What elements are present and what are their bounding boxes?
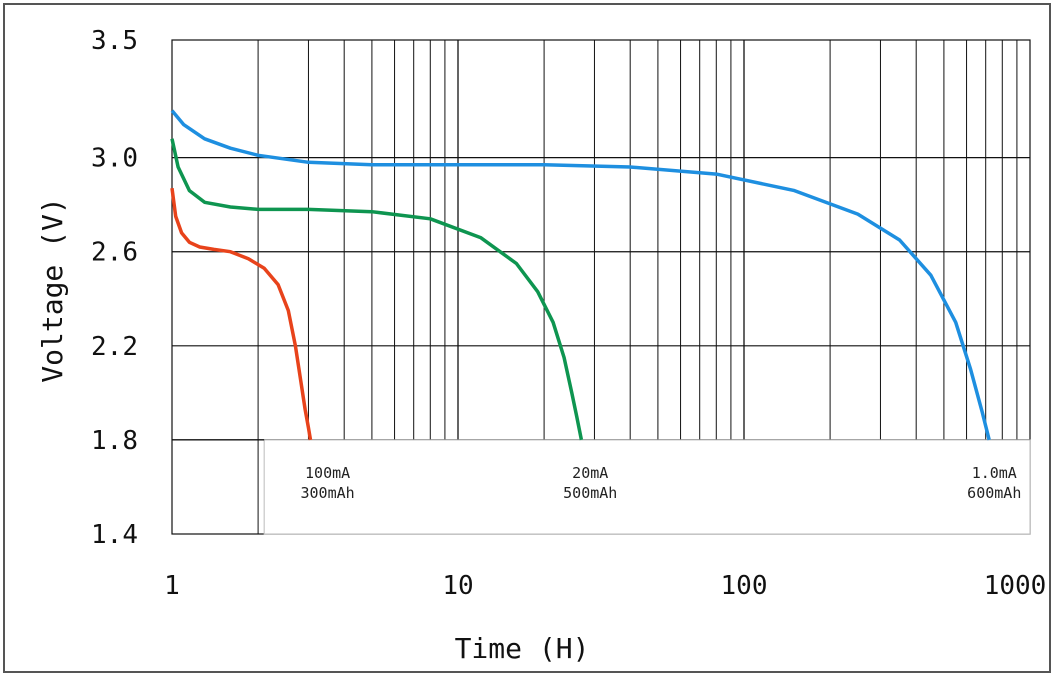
x-tick-label: 10 [442,571,473,601]
x-axis-label: Time (H) [455,632,590,665]
annotation-capacity: 300mAh [301,484,355,502]
annotation-capacity: 500mAh [563,484,617,502]
y-tick-label: 2.6 [91,238,138,268]
tick-labels: 3.5 3.0 2.6 2.2 1.8 1.4 1 10 100 1000 [91,26,1046,601]
y-tick-label: 1.8 [91,426,138,456]
x-tick-label: 1000 [984,571,1047,601]
y-tick-label: 3.0 [91,144,138,174]
annotation-current: 100mA [305,464,350,482]
y-tick-label: 1.4 [91,520,138,550]
annotation-current: 20mA [572,464,608,482]
series-line-red [170,187,313,441]
annotation-current: 1.0mA [972,464,1017,482]
x-tick-label: 1 [164,571,180,601]
grid [171,39,1031,535]
annotation-capacity: 600mAh [967,484,1021,502]
y-tick-label: 2.2 [91,332,138,362]
y-axis-label: Voltage (V) [36,197,69,382]
y-tick-label: 3.5 [91,26,138,56]
series-line-blue [170,109,991,441]
annotations: 100mA 300mAh 20mA 500mAh 1.0mA 600mAh [301,464,1022,502]
series-line-green [170,138,584,441]
series-curves [170,109,991,441]
x-tick-label: 100 [721,571,768,601]
annotation-box [263,439,1031,535]
